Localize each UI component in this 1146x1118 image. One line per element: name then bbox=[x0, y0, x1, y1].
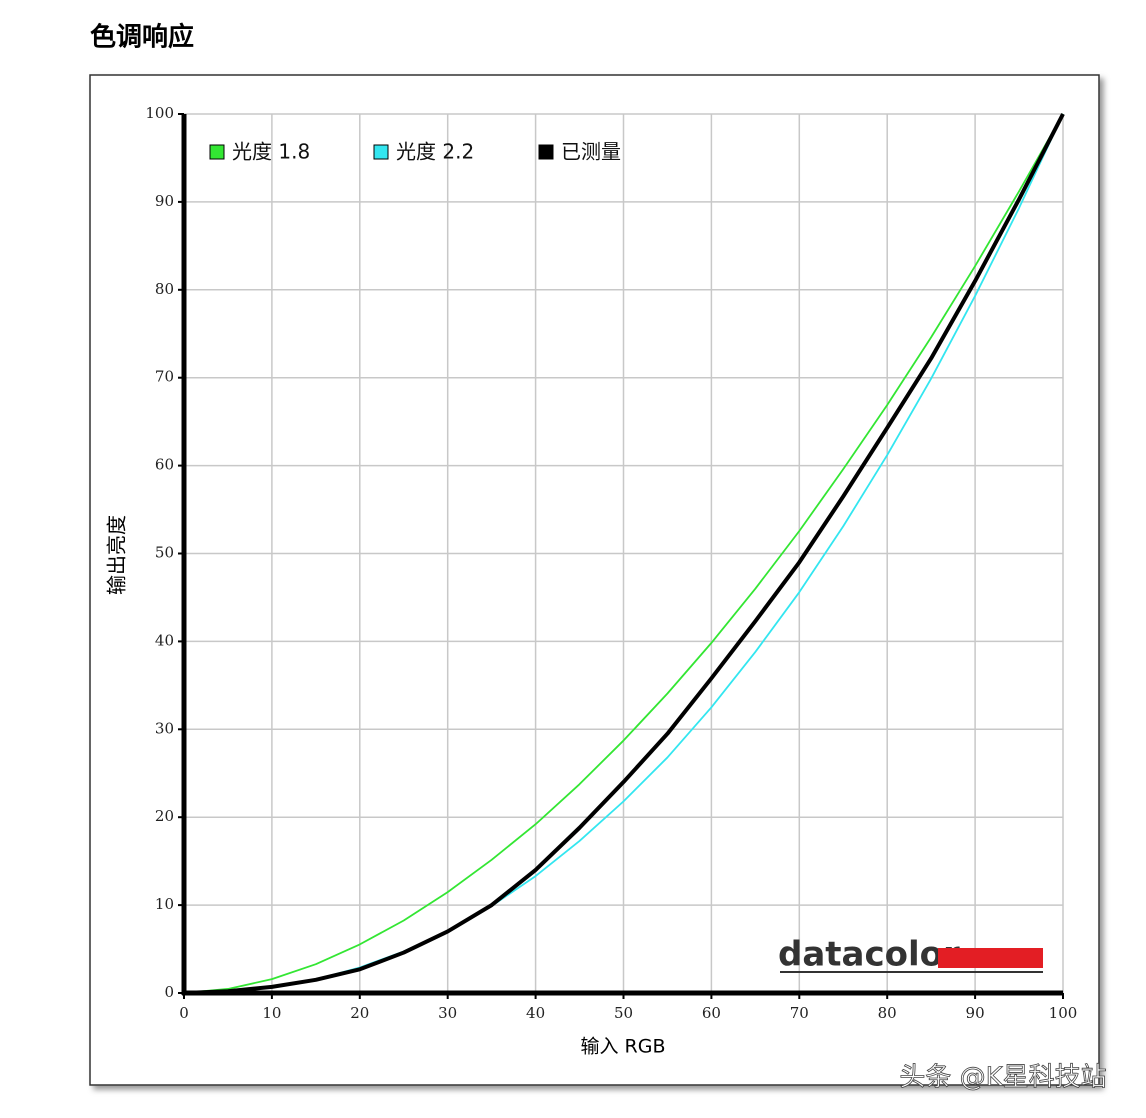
y-tick-label: 30 bbox=[155, 719, 174, 737]
legend-label: 光度 1.8 bbox=[232, 140, 310, 164]
series-line bbox=[183, 113, 1065, 995]
y-axis-label: 输出亮度 bbox=[105, 515, 129, 595]
y-tick-label: 50 bbox=[155, 544, 174, 562]
y-tick-label: 20 bbox=[155, 807, 174, 825]
legend-label: 光度 2.2 bbox=[396, 140, 474, 164]
x-tick-label: 40 bbox=[526, 1004, 545, 1022]
x-tick-label: 10 bbox=[262, 1004, 281, 1022]
chart-title: 色调响应 bbox=[90, 22, 194, 53]
y-tick-label: 80 bbox=[155, 280, 174, 298]
x-tick-label: 50 bbox=[614, 1004, 633, 1022]
legend-swatch bbox=[373, 144, 389, 160]
series-line bbox=[183, 113, 1064, 994]
chart-frame bbox=[89, 74, 1100, 1086]
y-tick-label: 60 bbox=[155, 456, 174, 474]
x-axis-label: 输入 RGB bbox=[581, 1036, 666, 1058]
x-tick-label: 100 bbox=[1049, 1004, 1078, 1022]
logo-text: datacolor bbox=[778, 935, 960, 975]
x-tick-label: 0 bbox=[179, 1004, 189, 1022]
x-tick-label: 90 bbox=[966, 1004, 985, 1022]
y-tick-label: 40 bbox=[155, 631, 174, 649]
x-tick-label: 30 bbox=[438, 1004, 457, 1022]
watermark: 头条 @K星科技站 bbox=[899, 1063, 1106, 1093]
y-tick-label: 100 bbox=[145, 104, 174, 122]
y-tick-label: 90 bbox=[155, 192, 174, 210]
legend-swatch bbox=[209, 144, 225, 160]
y-tick-label: 10 bbox=[155, 895, 174, 913]
x-tick-label: 20 bbox=[350, 1004, 369, 1022]
legend-label: 已测量 bbox=[561, 140, 621, 164]
legend-swatch bbox=[538, 144, 554, 160]
y-tick-label: 70 bbox=[155, 368, 174, 386]
x-tick-label: 80 bbox=[878, 1004, 897, 1022]
logo-bar bbox=[938, 948, 1043, 968]
logo: datacolor bbox=[778, 935, 1043, 975]
y-tick-label: 0 bbox=[164, 983, 174, 1001]
x-tick-label: 60 bbox=[702, 1004, 721, 1022]
x-tick-label: 70 bbox=[790, 1004, 809, 1022]
